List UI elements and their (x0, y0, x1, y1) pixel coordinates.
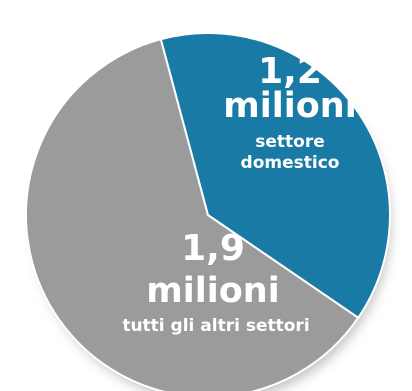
label-domestico-value: 1,2 (258, 51, 322, 92)
pie-slice-settore-domestico (159, 32, 391, 320)
label-domestico-unit: milioni (223, 86, 356, 126)
label-altri-category: tutti gli altri settori (122, 316, 309, 336)
label-domestico-category-line1: settore (255, 132, 325, 152)
label-altri-unit: milioni (146, 271, 279, 311)
label-domestico-category-line2: domestico (241, 153, 340, 173)
label-altri-value: 1,9 (181, 228, 245, 269)
pie-slice-tutti-gli-altri-settori (25, 37, 360, 391)
